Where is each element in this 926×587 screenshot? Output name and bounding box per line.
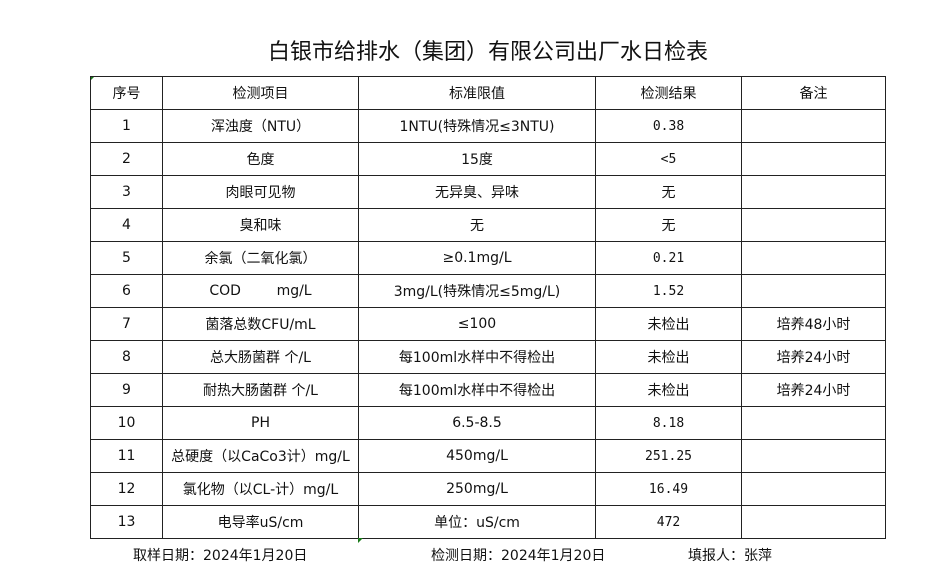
remark-cell	[741, 208, 886, 242]
item-cell: 臭和味	[162, 208, 359, 242]
remark-cell	[741, 274, 886, 308]
limit-cell: 3mg/L(特殊情况≤5mg/L)	[358, 274, 596, 308]
remark-cell	[741, 439, 886, 473]
result-cell: 16.49	[595, 472, 742, 506]
limit-cell: ≥0.1mg/L	[358, 241, 596, 275]
remark-cell	[741, 241, 886, 275]
index-cell: 6	[90, 274, 163, 308]
limit-cell: 15度	[358, 142, 596, 176]
limit-cell: 单位：uS/cm	[358, 505, 596, 539]
result-cell: 8.18	[595, 406, 742, 440]
table-row: 4 臭和味无无	[90, 208, 886, 242]
result-cell: 未检出	[595, 340, 742, 374]
index-cell: 9	[90, 373, 163, 407]
result-cell: 1.52	[595, 274, 742, 308]
limit-cell: 250mg/L	[358, 472, 596, 506]
limit-cell: 1NTU(特殊情况≤3NTU)	[358, 109, 596, 143]
item-cell: PH	[162, 406, 359, 440]
header-cell: 检测结果	[595, 76, 742, 110]
result-cell: 无	[595, 175, 742, 209]
index-cell: 11	[90, 439, 163, 473]
remark-cell: 培养24小时	[741, 340, 886, 374]
remark-cell: 培养24小时	[741, 373, 886, 407]
header-cell: 标准限值	[358, 76, 596, 110]
item-cell: 余氯（二氧化氯）	[162, 241, 359, 275]
index-cell: 1	[90, 109, 163, 143]
item-cell: 氯化物（以CL-计）mg/L	[162, 472, 359, 506]
index-cell: 3	[90, 175, 163, 209]
result-cell: 无	[595, 208, 742, 242]
header-cell: 备注	[741, 76, 886, 110]
remark-cell	[741, 406, 886, 440]
table-row: 1 浑浊度（NTU） 1NTU(特殊情况≤3NTU) 0.38	[90, 109, 886, 143]
remark-cell	[741, 175, 886, 209]
table-row: 10 PH 6.5-8.5 8.18	[90, 406, 886, 440]
item-cell: 总硬度（以CaCo3计）mg/L	[162, 439, 359, 473]
result-cell: 251.25	[595, 439, 742, 473]
table-row: 12 氯化物（以CL-计）mg/L 250mg/L 16.49	[90, 472, 886, 506]
table-row: 5 余氯（二氧化氯） ≥0.1mg/L 0.21	[90, 241, 886, 275]
limit-cell: 450mg/L	[358, 439, 596, 473]
remark-cell	[741, 109, 886, 143]
limit-cell: ≤100	[358, 307, 596, 341]
remark-cell	[741, 505, 886, 539]
index-cell: 12	[90, 472, 163, 506]
item-cell: 肉眼可见物	[162, 175, 359, 209]
result-cell: <5	[595, 142, 742, 176]
header-cell: 检测项目	[162, 76, 359, 110]
table-row: 6 COD mg/L 3mg/L(特殊情况≤5mg/L) 1.52	[90, 274, 886, 308]
item-cell: 耐热大肠菌群 个/L	[162, 373, 359, 407]
page-title: 白银市给排水（集团）有限公司出厂水日检表	[267, 40, 708, 65]
index-cell: 7	[90, 307, 163, 341]
limit-cell: 6.5-8.5	[358, 406, 596, 440]
limit-cell: 每100ml水样中不得检出	[358, 373, 596, 407]
sampling-date: 取样日期：2024年1月20日	[133, 548, 308, 564]
result-cell: 0.38	[595, 109, 742, 143]
index-cell: 13	[90, 505, 163, 539]
inspection-table: 序号 检测项目 标准限值 检测结果 备注 1 浑浊度（NTU） 1NTU(特殊情况≤…	[90, 76, 886, 539]
table-row: 3 肉眼可见物 无异臭、异味无	[90, 175, 886, 209]
index-cell: 4	[90, 208, 163, 242]
item-cell: 色度	[162, 142, 359, 176]
table-row: 7 菌落总数CFU/mL ≤100 未检出 培养48小时	[90, 307, 886, 341]
limit-cell: 无异臭、异味	[358, 175, 596, 209]
reporter: 填报人：张萍	[688, 548, 772, 564]
header-cell: 序号	[90, 76, 163, 110]
table-row: 13 电导率uS/cm 单位：uS/cm 472	[90, 505, 886, 539]
item-cell: 菌落总数CFU/mL	[162, 307, 359, 341]
limit-cell: 每100ml水样中不得检出	[358, 340, 596, 374]
header-row: 序号 检测项目 标准限值 检测结果 备注	[90, 76, 886, 110]
result-cell: 472	[595, 505, 742, 539]
result-cell: 未检出	[595, 373, 742, 407]
table-row: 11 总硬度（以CaCo3计）mg/L 450mg/L 251.25	[90, 439, 886, 473]
remark-cell	[741, 142, 886, 176]
cell-marker-icon	[358, 538, 363, 543]
item-cell: 总大肠菌群 个/L	[162, 340, 359, 374]
index-cell: 2	[90, 142, 163, 176]
index-cell: 5	[90, 241, 163, 275]
item-cell: COD mg/L	[162, 274, 359, 308]
index-cell: 8	[90, 340, 163, 374]
result-cell: 0.21	[595, 241, 742, 275]
item-cell: 电导率uS/cm	[162, 505, 359, 539]
table-row: 2 色度 15度 <5	[90, 142, 886, 176]
test-date: 检测日期：2024年1月20日	[431, 548, 606, 564]
item-cell: 浑浊度（NTU）	[162, 109, 359, 143]
remark-cell	[741, 472, 886, 506]
result-cell: 未检出	[595, 307, 742, 341]
index-cell: 10	[90, 406, 163, 440]
remark-cell: 培养48小时	[741, 307, 886, 341]
table-row: 9 耐热大肠菌群 个/L 每100ml水样中不得检出 未检出 培养24小时	[90, 373, 886, 407]
limit-cell: 无	[358, 208, 596, 242]
table-row: 8 总大肠菌群 个/L 每100ml水样中不得检出 未检出 培养24小时	[90, 340, 886, 374]
